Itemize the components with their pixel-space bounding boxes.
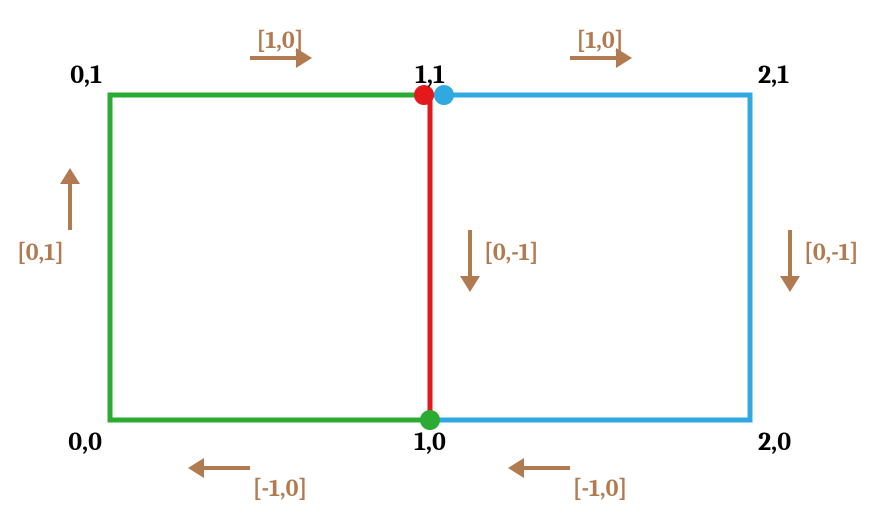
arrow-left-icon bbox=[60, 168, 80, 230]
arrow-left: [0,1] bbox=[17, 168, 80, 266]
arrow-top-right: [1,0] bbox=[570, 26, 632, 68]
arrow-bottom-left-icon bbox=[188, 458, 250, 478]
arrow-bottom-right-label: [-1,0] bbox=[573, 474, 627, 502]
arrow-left-label: [0,1] bbox=[17, 238, 64, 266]
coord-label-n11: 1,1 bbox=[415, 60, 445, 90]
arrow-top-left-label: [1,0] bbox=[256, 26, 303, 54]
arrow-mid: [0,-1] bbox=[460, 230, 538, 292]
arrow-right: [0,-1] bbox=[780, 230, 858, 292]
arrow-right-label: [0,-1] bbox=[804, 238, 858, 266]
diagram-canvas: 0,0 1,0 2,0 0,1 1,1 2,1 [1,0] [1,0] [-1,0] [-1,0]… bbox=[0, 0, 880, 516]
coord-label-n21: 2,1 bbox=[758, 60, 789, 90]
coord-label-n20: 2,0 bbox=[758, 427, 791, 457]
edges-group bbox=[110, 95, 750, 420]
arrow-mid-label: [0,-1] bbox=[484, 238, 538, 266]
arrow-bottom-right-icon bbox=[508, 458, 570, 478]
arrow-bottom-left-label: [-1,0] bbox=[253, 474, 307, 502]
coord-label-n10: 1,0 bbox=[414, 427, 446, 457]
arrow-top-right-label: [1,0] bbox=[576, 26, 623, 54]
dots-group bbox=[414, 85, 454, 430]
arrow-bottom-left: [-1,0] bbox=[188, 458, 307, 502]
coord-label-n01: 0,1 bbox=[70, 60, 102, 90]
arrow-bottom-right: [-1,0] bbox=[508, 458, 627, 502]
arrow-top-left: [1,0] bbox=[250, 26, 312, 68]
coord-label-n00: 0,0 bbox=[68, 427, 102, 457]
arrow-right-icon bbox=[780, 230, 800, 292]
arrow-mid-icon bbox=[460, 230, 480, 292]
